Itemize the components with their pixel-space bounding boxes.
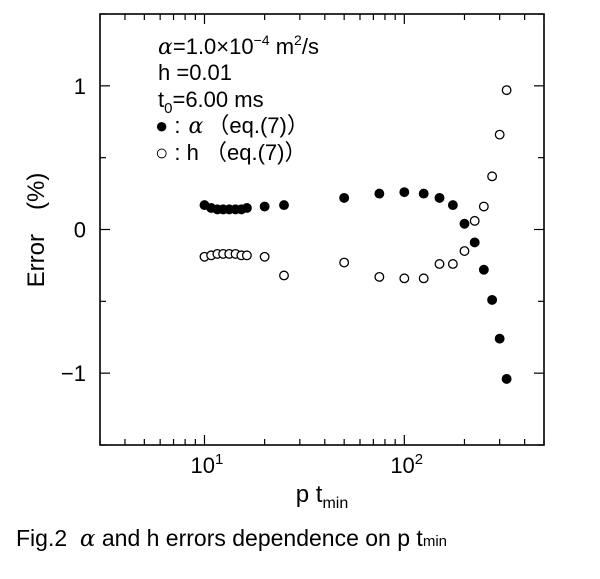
alpha-error-point	[339, 192, 350, 203]
h-error-point	[469, 215, 480, 226]
annotation-t0-value: t0=6.00 ms	[158, 87, 264, 117]
alpha-error-point	[399, 187, 410, 198]
h-error-point	[447, 259, 458, 269]
x-axis-ticks: 101 102	[99, 14, 545, 478]
h-error-point	[399, 273, 410, 284]
y-tick-label: −1	[61, 361, 86, 386]
annotation-block: α=1.0×10−4 m2/s h =0.01 t0=6.00 ms ● : α （…	[155, 32, 319, 165]
y-tick-label: 1	[74, 74, 86, 99]
alpha-error-point	[469, 237, 480, 248]
h-error-point	[374, 271, 385, 282]
y-axis-label: Error (%)	[23, 173, 50, 288]
alpha-error-point	[434, 192, 445, 203]
x-tick-label: 102	[390, 451, 423, 478]
h-error-point	[478, 201, 489, 212]
alpha-error-point	[459, 218, 470, 229]
y-tick-label: 0	[74, 218, 86, 243]
alpha-error-point	[487, 294, 498, 305]
alpha-error-point	[374, 188, 385, 199]
alpha-error-point	[241, 202, 252, 213]
h-error-point	[279, 270, 289, 281]
y-axis-ticks: 1 0 −1	[61, 13, 544, 446]
legend-h: ○ : h （eq.(7)）	[155, 140, 306, 165]
x-tick-label: 101	[190, 451, 223, 478]
alpha-error-point	[279, 200, 289, 211]
x-axis-label: p tmin	[296, 481, 348, 512]
h-error-point	[487, 171, 498, 182]
h-error-point	[418, 273, 429, 284]
y-axis-title: Error (%)	[23, 173, 50, 288]
annotation-h-value: h =0.01	[158, 60, 232, 85]
h-error-point	[241, 250, 252, 261]
alpha-error-point	[494, 333, 505, 344]
alpha-error-point	[447, 200, 458, 211]
h-error-point	[459, 246, 470, 257]
data-points	[199, 85, 512, 384]
h-error-point	[434, 259, 445, 269]
annotation-alpha-value: α=1.0×10−4 m2/s	[158, 32, 319, 60]
alpha-error-point	[259, 201, 270, 212]
h-error-point	[259, 251, 270, 262]
alpha-error-point	[418, 188, 429, 199]
h-error-point	[494, 129, 505, 140]
h-error-point	[501, 85, 512, 96]
figure-caption: Fig.2 α and h errors dependence on p tmi…	[16, 525, 447, 552]
h-error-point	[339, 257, 350, 268]
legend-alpha: ● : α （eq.(7)）	[155, 113, 309, 139]
alpha-error-point	[501, 373, 512, 384]
alpha-error-point	[478, 264, 489, 275]
